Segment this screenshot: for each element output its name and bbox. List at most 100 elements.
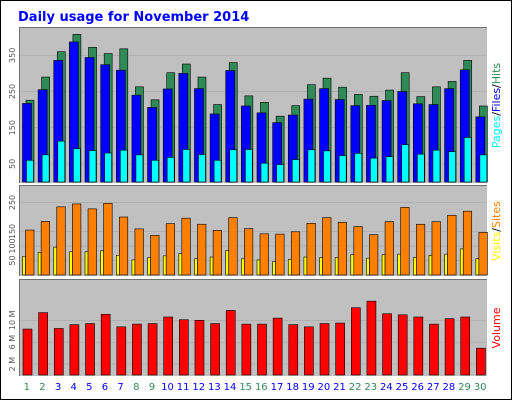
bar-pages-16	[260, 162, 269, 183]
ylabel-part-hits-2: Files	[490, 88, 503, 112]
bar-volume-20	[319, 323, 330, 376]
xtick-day-3: 3	[55, 382, 61, 393]
bar-visits-21	[337, 221, 347, 276]
bar-sites-22	[350, 254, 355, 276]
xtick-day-5: 5	[86, 382, 92, 393]
bar-visits-12	[197, 223, 207, 276]
xtick-day-24: 24	[380, 382, 393, 393]
bar-pages-7	[120, 149, 128, 183]
bar-visits-2	[40, 221, 50, 276]
bar-pages-25	[401, 144, 410, 183]
bar-pages-8	[135, 154, 144, 183]
ytick-hits-2: 250	[8, 84, 17, 99]
ytick-visits-0: 50	[8, 255, 17, 265]
bar-sites-25	[397, 253, 402, 276]
bar-pages-14	[229, 149, 238, 183]
bar-sites-19	[303, 256, 308, 276]
bar-visits-28	[447, 214, 457, 276]
bar-visits-18	[290, 231, 301, 276]
bar-pages-26	[417, 153, 425, 183]
bar-pages-4	[73, 148, 81, 183]
ylabel-volume: Volume	[490, 307, 503, 348]
ytick-visits-2: 150	[8, 224, 17, 239]
bar-sites-20	[319, 257, 323, 276]
xtick-day-23: 23	[364, 382, 377, 393]
ylabel-visits: Visits/Sites	[490, 201, 503, 261]
bar-sites-14	[225, 250, 230, 276]
ytick-visits-3: 250	[8, 195, 17, 210]
xtick-day-4: 4	[71, 382, 77, 393]
bar-sites-6	[100, 250, 104, 276]
bar-visits-22	[353, 226, 363, 276]
ylabel-part-volume-0: Volume	[490, 307, 503, 348]
bar-sites-15	[241, 258, 245, 276]
bar-pages-12	[198, 154, 206, 183]
bar-sites-2	[37, 252, 42, 276]
xtick-day-7: 7	[117, 382, 123, 393]
bar-pages-5	[88, 150, 97, 183]
bar-volume-12	[194, 319, 205, 376]
bar-volume-2	[38, 312, 48, 376]
bar-volume-1	[22, 328, 33, 376]
bar-pages-19	[307, 149, 316, 183]
bar-visits-5	[87, 208, 97, 276]
xtick-day-10: 10	[161, 382, 174, 393]
xtick-day-25: 25	[396, 382, 409, 393]
xtick-day-29: 29	[458, 382, 471, 393]
ytick-hits-1: 150	[8, 120, 17, 135]
bar-visits-15	[244, 228, 254, 276]
bar-pages-1	[26, 159, 34, 183]
xtick-day-13: 13	[208, 382, 221, 393]
bar-volume-24	[382, 313, 392, 376]
ytick-visits-1: 100	[8, 238, 17, 253]
panel-volume: 2 M 6 M 10 M Volume	[8, 279, 503, 377]
bar-volume-27	[429, 323, 439, 376]
ylabel-part-hits-0: Pages	[490, 116, 503, 149]
bar-pages-15	[245, 149, 253, 183]
bar-sites-28	[444, 253, 448, 276]
bar-sites-17	[272, 261, 276, 276]
ylabel-part-visits-0: Visits	[490, 231, 503, 260]
ytick-hits-3: 350	[8, 48, 17, 63]
bar-volume-7	[116, 326, 127, 376]
xtick-day-27: 27	[427, 382, 440, 393]
bar-sites-23	[366, 257, 370, 276]
bar-sites-3	[53, 246, 58, 276]
bar-sites-13	[209, 256, 214, 276]
bar-volume-13	[210, 323, 220, 376]
bar-pages-9	[151, 159, 159, 183]
panel-visits-background	[19, 185, 488, 277]
bar-volume-5	[85, 323, 95, 376]
bar-visits-10	[165, 223, 175, 276]
bar-volume-17	[272, 317, 283, 376]
bar-pages-11	[182, 149, 191, 183]
ytick-volume-0: 2 M	[8, 357, 17, 372]
ytick-volume-1: 6 M	[8, 335, 17, 350]
bar-visits-20	[322, 217, 332, 276]
bar-pages-29	[463, 137, 472, 183]
bar-sites-27	[428, 254, 433, 276]
bar-visits-9	[150, 234, 160, 276]
xtick-day-21: 21	[333, 382, 346, 393]
bar-visits-8	[134, 228, 144, 276]
bar-sites-8	[131, 259, 136, 276]
bar-volume-28	[444, 318, 455, 376]
bar-visits-19	[306, 223, 316, 276]
bar-sites-30	[475, 258, 480, 276]
bar-volume-30	[476, 347, 486, 376]
bar-volume-25	[397, 314, 408, 376]
ylabel-part-hits-1: /	[490, 112, 503, 116]
bar-visits-30	[478, 232, 488, 276]
xtick-day-15: 15	[239, 382, 252, 393]
bar-sites-29	[459, 248, 464, 276]
xtick-day-9: 9	[149, 382, 155, 393]
bar-volume-26	[413, 316, 424, 376]
xtick-day-16: 16	[255, 382, 268, 393]
bar-pages-24	[385, 156, 394, 183]
ylabel-part-hits-4: Hits	[490, 63, 503, 85]
bar-pages-27	[432, 149, 441, 183]
